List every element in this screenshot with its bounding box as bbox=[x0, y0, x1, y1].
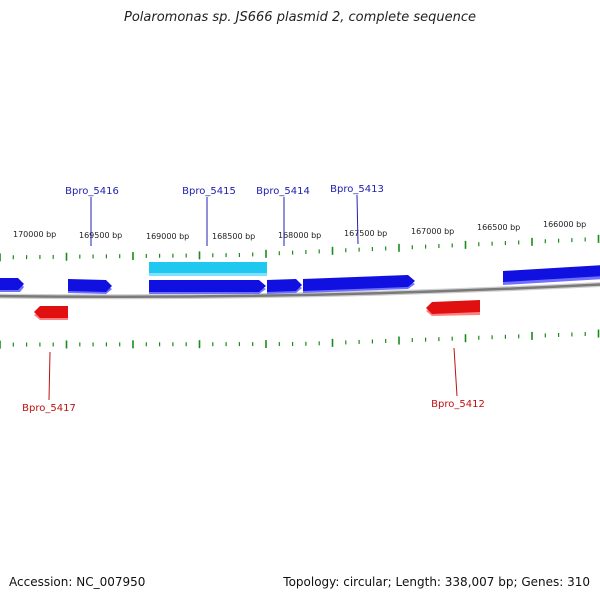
scale-label: 170000 bp bbox=[13, 230, 56, 239]
forward-genes bbox=[0, 262, 600, 294]
gene-bpro-5413[interactable] bbox=[303, 275, 415, 293]
map-title: Polaromonas sp. JS666 plasmid 2, complet… bbox=[123, 10, 476, 25]
scale-label: 167500 bp bbox=[344, 229, 387, 238]
scale-label: 169500 bp bbox=[79, 231, 122, 240]
gene-bpro-5415-highlight[interactable] bbox=[149, 262, 267, 276]
sequence-backbone bbox=[0, 282, 600, 300]
gene-label-bpro-5414[interactable]: Bpro_5414 bbox=[256, 186, 310, 197]
upper-tick-track bbox=[0, 234, 600, 262]
accession-label: Accession: NC_007950 bbox=[9, 575, 146, 589]
scale-label: 167000 bp bbox=[411, 227, 454, 236]
gene-bpro-5417[interactable] bbox=[34, 306, 68, 320]
reverse-label-leaders bbox=[48, 347, 458, 401]
scale-label: 168000 bp bbox=[278, 231, 321, 240]
scale-label: 166500 bp bbox=[477, 223, 520, 232]
gene-bpro-5415[interactable] bbox=[149, 280, 266, 294]
scale-label: 169000 bp bbox=[146, 232, 189, 241]
gene-label-bpro-5413[interactable]: Bpro_5413 bbox=[330, 184, 384, 195]
gene-bpro-5412[interactable] bbox=[426, 300, 480, 316]
scale-label: 166000 bp bbox=[543, 220, 586, 229]
gene-label-bpro-5412[interactable]: Bpro_5412 bbox=[431, 399, 485, 410]
gene-label-bpro-5416[interactable]: Bpro_5416 bbox=[65, 186, 119, 197]
gene-label-bpro-5417[interactable]: Bpro_5417 bbox=[22, 403, 76, 414]
gene-forward-right[interactable] bbox=[503, 265, 600, 285]
gene-bpro-5416[interactable] bbox=[68, 279, 112, 294]
reverse-gene-labels: Bpro_5417 Bpro_5412 bbox=[22, 399, 485, 414]
gene-label-bpro-5415[interactable]: Bpro_5415 bbox=[182, 186, 236, 197]
topology-summary: Topology: circular; Length: 338,007 bp; … bbox=[283, 575, 590, 589]
scale-labels: 170000 bp 169500 bp 169000 bp 168500 bp … bbox=[13, 220, 586, 241]
reverse-genes bbox=[34, 300, 480, 320]
lower-tick-track bbox=[0, 329, 600, 349]
gene-bpro-5414[interactable] bbox=[267, 279, 302, 294]
scale-label: 168500 bp bbox=[212, 232, 255, 241]
forward-label-leaders bbox=[90, 194, 359, 246]
gene-forward[interactable] bbox=[0, 278, 24, 292]
forward-gene-labels: Bpro_5416 Bpro_5415 Bpro_5414 Bpro_5413 bbox=[65, 184, 384, 197]
